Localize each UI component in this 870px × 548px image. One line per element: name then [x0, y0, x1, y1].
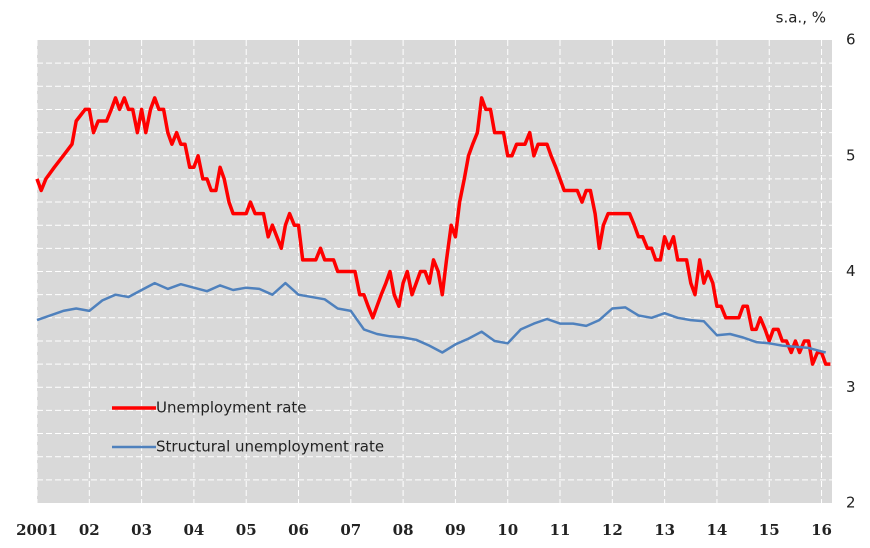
y-tick-label: 5 [846, 146, 856, 164]
y-tick-label: 2 [846, 494, 856, 512]
x-tick-label: 16 [811, 521, 832, 539]
x-tick-label: 07 [340, 521, 361, 539]
x-tick-label: 03 [131, 521, 152, 539]
x-tick-label: 08 [393, 521, 414, 539]
x-tick-label: 12 [602, 521, 623, 539]
x-tick-label: 13 [654, 521, 675, 539]
x-tick-label: 05 [236, 521, 257, 539]
y-tick-label: 3 [846, 378, 856, 396]
legend-label: Structural unemployment rate [156, 438, 384, 456]
x-tick-label: 06 [288, 521, 309, 539]
legend-label: Unemployment rate [156, 399, 307, 417]
x-tick-label: 15 [759, 521, 780, 539]
unit-label: s.a., % [776, 9, 826, 27]
x-tick-label: 02 [79, 521, 100, 539]
line [36, 281, 827, 354]
x-tick-label: 09 [445, 521, 466, 539]
y-tick-label: 4 [846, 262, 856, 280]
line [35, 96, 831, 366]
y-tick-label: 6 [846, 31, 856, 49]
x-tick-label: 11 [550, 521, 571, 539]
x-tick-label: 10 [497, 521, 518, 539]
x-tick-label: 04 [183, 521, 204, 539]
x-tick-label: 2001 [16, 521, 58, 539]
x-tick-label: 14 [706, 521, 727, 539]
